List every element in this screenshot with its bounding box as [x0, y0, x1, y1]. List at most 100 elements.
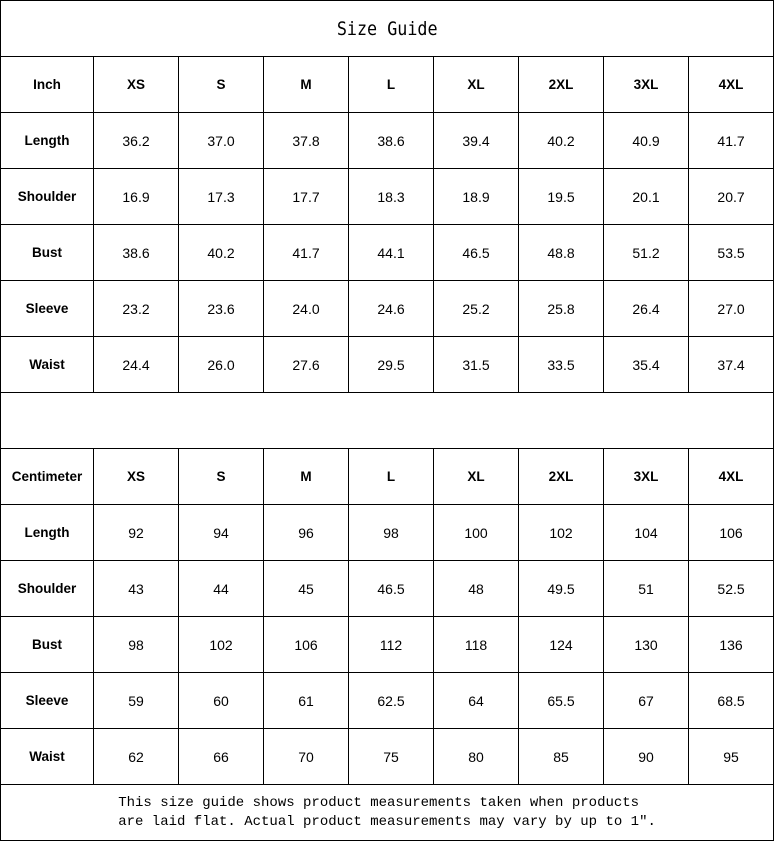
measurement-cell: 92 — [93, 504, 179, 561]
measurement-cell: 65.5 — [518, 672, 604, 729]
table-row: Sleeve 59 60 61 62.5 64 65.5 67 68.5 — [0, 672, 775, 729]
measurement-cell: 37.0 — [178, 112, 264, 169]
row-label: Bust — [0, 616, 94, 673]
measurement-cell: 85 — [518, 728, 604, 785]
measurement-cell: 26.4 — [603, 280, 689, 337]
measurement-cell: 44.1 — [348, 224, 434, 281]
measurement-cell: 96 — [263, 504, 349, 561]
measurement-cell: 136 — [687, 616, 775, 673]
header-row: Centimeter XS S M L XL 2XL 3XL 4XL — [0, 448, 775, 505]
size-header: XL — [433, 448, 519, 505]
measurement-cell: 38.6 — [93, 224, 179, 281]
row-label: Waist — [0, 728, 94, 785]
measurement-cell: 49.5 — [518, 560, 604, 617]
measurement-cell: 98 — [93, 616, 179, 673]
measurement-cell: 24.6 — [348, 280, 434, 337]
measurement-cell: 40.9 — [603, 112, 689, 169]
measurement-cell: 37.8 — [263, 112, 349, 169]
size-header: 4XL — [687, 56, 775, 113]
measurement-cell: 61 — [263, 672, 349, 729]
size-header: S — [178, 448, 264, 505]
measurement-cell: 51 — [603, 560, 689, 617]
table-row: Length 92 94 96 98 100 102 104 106 — [0, 504, 775, 561]
measurement-cell: 48 — [433, 560, 519, 617]
measurement-cell: 102 — [178, 616, 264, 673]
measurement-cell: 98 — [348, 504, 434, 561]
measurement-cell: 29.5 — [348, 336, 434, 393]
measurement-cell: 95 — [687, 728, 775, 785]
measurement-cell: 124 — [518, 616, 604, 673]
measurement-cell: 16.9 — [93, 168, 179, 225]
measurement-cell: 25.8 — [518, 280, 604, 337]
measurement-cell: 106 — [687, 504, 775, 561]
size-header: 4XL — [687, 448, 775, 505]
measurement-cell: 26.0 — [178, 336, 264, 393]
note-row: This size guide shows product measuremen… — [0, 784, 775, 841]
measurement-cell: 60 — [178, 672, 264, 729]
table-row: Shoulder 43 44 45 46.5 48 49.5 51 52.5 — [0, 560, 775, 617]
size-note: This size guide shows product measuremen… — [118, 794, 656, 832]
measurement-cell: 36.2 — [93, 112, 179, 169]
table-row: Bust 38.6 40.2 41.7 44.1 46.5 48.8 51.2 53.5 — [0, 224, 775, 281]
measurement-cell: 106 — [263, 616, 349, 673]
measurement-cell: 39.4 — [433, 112, 519, 169]
measurement-cell: 51.2 — [603, 224, 689, 281]
row-label: Length — [0, 504, 94, 561]
measurement-cell: 68.5 — [687, 672, 775, 729]
measurement-cell: 24.4 — [93, 336, 179, 393]
measurement-cell: 80 — [433, 728, 519, 785]
size-header: M — [263, 56, 349, 113]
header-row: Inch XS S M L XL 2XL 3XL 4XL — [0, 56, 775, 113]
measurement-cell: 112 — [348, 616, 434, 673]
measurement-cell: 37.4 — [687, 336, 775, 393]
size-header: M — [263, 448, 349, 505]
measurement-cell: 53.5 — [687, 224, 775, 281]
size-header: L — [348, 448, 434, 505]
measurement-cell: 24.0 — [263, 280, 349, 337]
unit-header: Centimeter — [0, 448, 94, 505]
size-header: L — [348, 56, 434, 113]
table-row: Bust 98 102 106 112 118 124 130 136 — [0, 616, 775, 673]
measurement-cell: 17.7 — [263, 168, 349, 225]
size-header: 3XL — [603, 56, 689, 113]
measurement-cell: 118 — [433, 616, 519, 673]
measurement-cell: 48.8 — [518, 224, 604, 281]
measurement-cell: 90 — [603, 728, 689, 785]
note-line: are laid flat. Actual product measuremen… — [118, 813, 656, 830]
measurement-cell: 130 — [603, 616, 689, 673]
measurement-cell: 18.9 — [433, 168, 519, 225]
row-label: Waist — [0, 336, 94, 393]
row-label: Shoulder — [0, 168, 94, 225]
measurement-cell: 67 — [603, 672, 689, 729]
page-title: Size Guide — [336, 17, 438, 40]
size-header: 2XL — [518, 448, 604, 505]
measurement-cell: 18.3 — [348, 168, 434, 225]
title-row: Size Guide — [0, 0, 775, 57]
size-header: XL — [433, 56, 519, 113]
spacer-cell — [0, 392, 775, 449]
measurement-cell: 66 — [178, 728, 264, 785]
measurement-cell: 35.4 — [603, 336, 689, 393]
size-header: 2XL — [518, 56, 604, 113]
measurement-cell: 70 — [263, 728, 349, 785]
measurement-cell: 38.6 — [348, 112, 434, 169]
measurement-cell: 23.2 — [93, 280, 179, 337]
size-header: 3XL — [603, 448, 689, 505]
measurement-cell: 104 — [603, 504, 689, 561]
measurement-cell: 40.2 — [178, 224, 264, 281]
measurement-cell: 27.6 — [263, 336, 349, 393]
size-header: S — [178, 56, 264, 113]
measurement-cell: 44 — [178, 560, 264, 617]
measurement-cell: 94 — [178, 504, 264, 561]
measurement-cell: 17.3 — [178, 168, 264, 225]
measurement-cell: 75 — [348, 728, 434, 785]
measurement-cell: 100 — [433, 504, 519, 561]
table-row: Sleeve 23.2 23.6 24.0 24.6 25.2 25.8 26.4 27.0 — [0, 280, 775, 337]
measurement-cell: 45 — [263, 560, 349, 617]
table-row: Waist 24.4 26.0 27.6 29.5 31.5 33.5 35.4 37.4 — [0, 336, 775, 393]
measurement-cell: 43 — [93, 560, 179, 617]
row-label: Bust — [0, 224, 94, 281]
table-row: Waist 62 66 70 75 80 85 90 95 — [0, 728, 775, 785]
row-label: Length — [0, 112, 94, 169]
